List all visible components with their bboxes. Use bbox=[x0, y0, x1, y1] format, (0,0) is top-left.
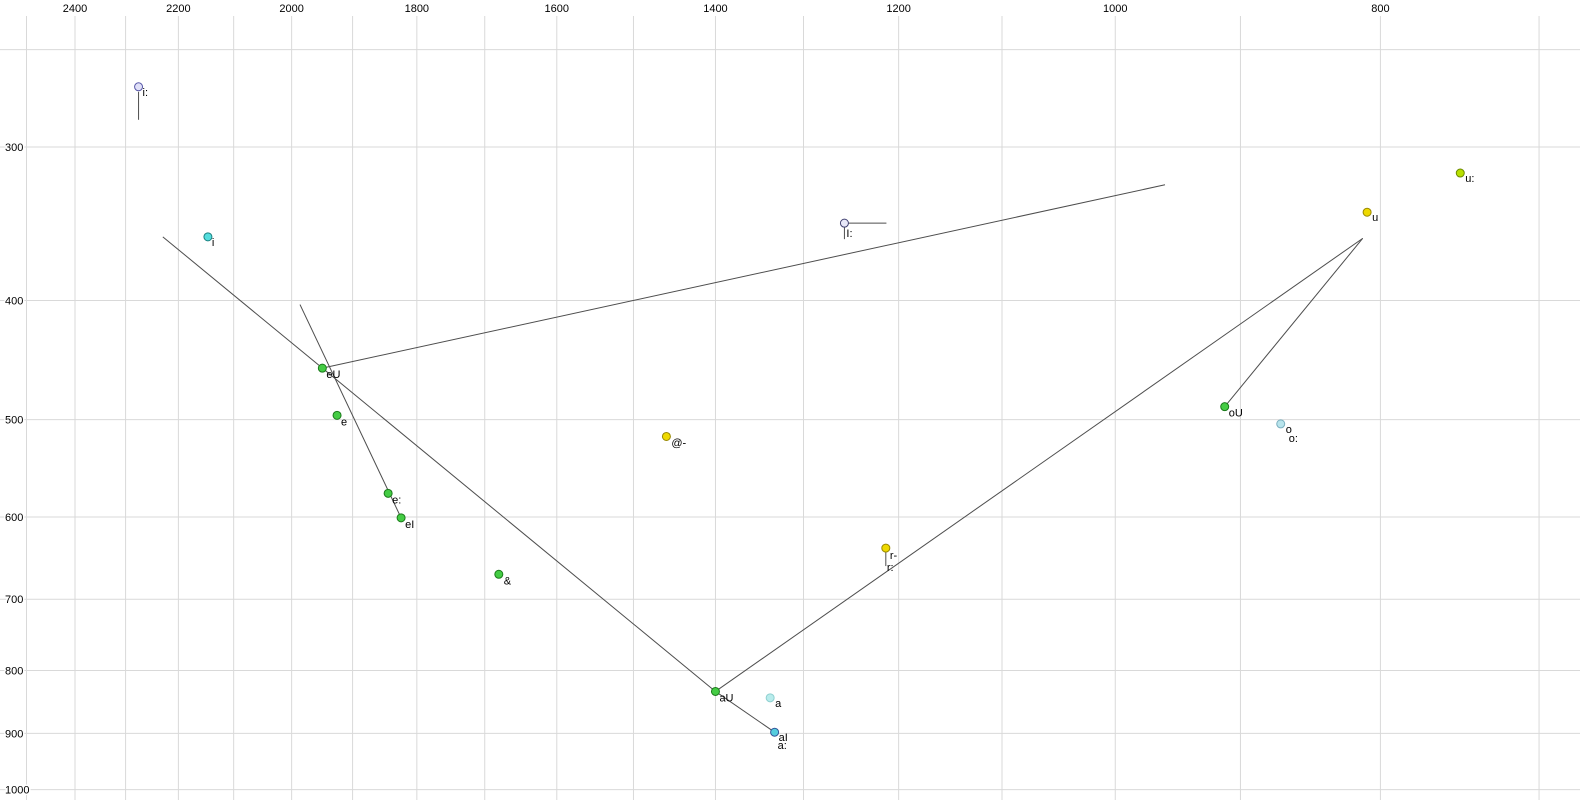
vowel-label: aI bbox=[779, 732, 788, 744]
vowel-point bbox=[881, 543, 891, 553]
x-axis-tick-label: 1600 bbox=[545, 3, 569, 15]
y-axis-tick-label: 1000 bbox=[5, 785, 29, 797]
vowel-label: I: bbox=[846, 228, 852, 240]
x-axis-tick-label: 800 bbox=[1371, 3, 1389, 15]
vowel-label: @- bbox=[671, 437, 686, 449]
vowel-label: aU bbox=[719, 692, 733, 704]
vowel-point bbox=[1276, 419, 1286, 429]
top-axis-strip bbox=[0, 0, 1580, 16]
y-axis-tick-label: 900 bbox=[5, 728, 23, 740]
vowel-label: eU bbox=[326, 369, 340, 381]
vowel-label: a bbox=[775, 698, 782, 710]
vowel-point bbox=[332, 410, 342, 420]
trajectory-line bbox=[1224, 238, 1364, 408]
vowel-point bbox=[1220, 402, 1230, 412]
vowel-point bbox=[317, 363, 327, 373]
vowel-sublabel: o: bbox=[1289, 433, 1298, 445]
vowel-point bbox=[494, 569, 504, 579]
vowel-point bbox=[661, 431, 671, 441]
x-axis-tick-label: 2000 bbox=[279, 3, 303, 15]
vowel-point bbox=[1362, 207, 1372, 217]
y-axis-tick-label: 400 bbox=[5, 296, 23, 308]
vowel-point bbox=[839, 218, 849, 228]
vowel-label: r- bbox=[890, 550, 898, 562]
y-axis-tick-label: 700 bbox=[5, 594, 23, 606]
vowel-label: u: bbox=[1465, 173, 1474, 185]
x-axis-tick-label: 1400 bbox=[703, 3, 727, 15]
x-axis-tick-label: 2200 bbox=[166, 3, 190, 15]
vowel-label: i: bbox=[143, 87, 149, 99]
vowel-label: eI bbox=[405, 519, 414, 531]
vowel-label: & bbox=[504, 575, 512, 587]
vowel-point bbox=[710, 686, 720, 696]
vowel-sublabel: r: bbox=[887, 562, 894, 574]
vowel-label: u bbox=[1372, 212, 1378, 224]
vowel-point bbox=[765, 693, 775, 703]
x-axis-tick-label: 2400 bbox=[63, 3, 87, 15]
vowel-label: oU bbox=[1229, 408, 1243, 420]
vowel-label: o bbox=[1286, 424, 1292, 436]
x-axis-tick-label: 1200 bbox=[886, 3, 910, 15]
vowel-sublabel: a: bbox=[778, 740, 787, 752]
y-axis-tick-label: 300 bbox=[5, 142, 23, 154]
y-axis-tick-label: 500 bbox=[5, 415, 23, 427]
trajectory-line bbox=[299, 304, 402, 519]
y-axis-tick-label: 800 bbox=[5, 666, 23, 678]
vowel-point bbox=[1455, 168, 1465, 178]
vowel-label: e: bbox=[392, 494, 401, 506]
x-axis-tick-label: 1800 bbox=[405, 3, 429, 15]
vowel-point bbox=[396, 513, 406, 523]
trajectory-line bbox=[162, 236, 716, 692]
vowel-point bbox=[770, 727, 780, 737]
x-axis-tick-label: 1000 bbox=[1103, 3, 1127, 15]
trajectory-line bbox=[322, 184, 1166, 369]
vowel-point bbox=[134, 82, 144, 92]
trajectory-line bbox=[715, 237, 1363, 692]
vowel-label: i bbox=[212, 237, 214, 249]
vowel-label: e bbox=[341, 416, 347, 428]
trajectory-line bbox=[715, 691, 775, 733]
vowel-point bbox=[383, 488, 393, 498]
y-axis-tick-label: 600 bbox=[5, 512, 23, 524]
vowel-point bbox=[203, 232, 213, 242]
